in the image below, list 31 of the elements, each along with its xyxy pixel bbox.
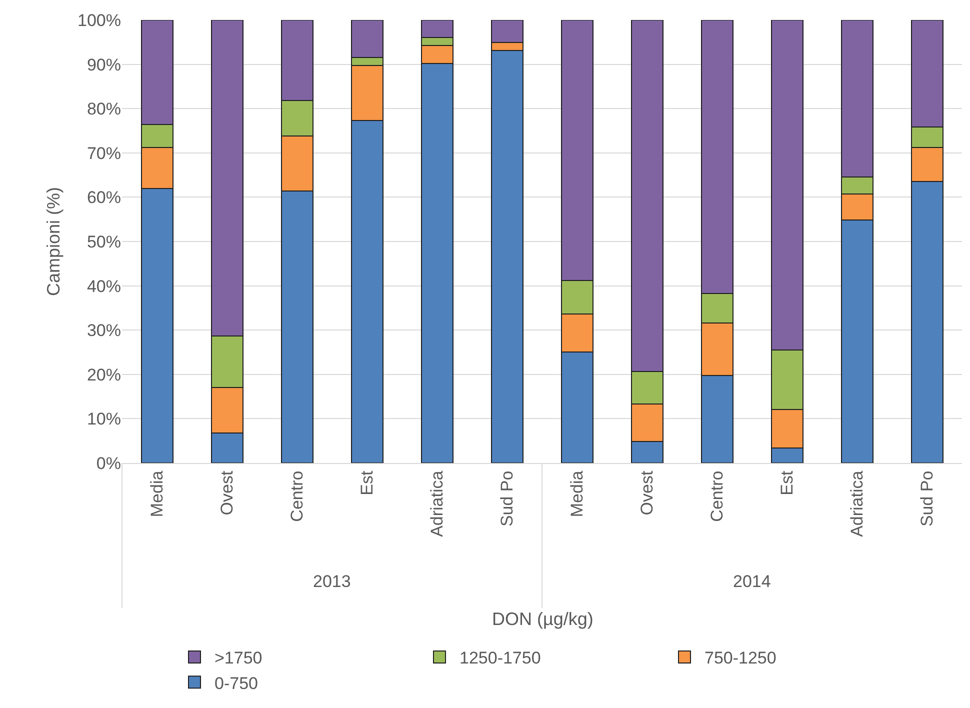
x-tick-label: Sud Po <box>498 470 517 527</box>
x-axis-title: DON (µg/kg) <box>492 609 594 629</box>
y-tick-label: 50% <box>86 232 121 252</box>
legend-label: 750-1250 <box>704 648 776 668</box>
y-tick-label: 60% <box>86 188 121 208</box>
y-axis-title: Campioni (%) <box>44 186 64 296</box>
x-tick-label: Media <box>148 470 167 518</box>
x-tick-label: Centro <box>288 470 307 522</box>
y-tick-label: 0% <box>96 454 121 473</box>
y-tick-label: 70% <box>86 144 121 163</box>
y-tick-label: 100% <box>78 10 121 30</box>
legend-label: >1750 <box>214 648 262 668</box>
x-tick-label: Ovest <box>638 470 657 516</box>
x-tick-label: Sud Po <box>918 470 937 527</box>
x-tick-label: Adriatica <box>428 470 447 537</box>
text: 2014 <box>733 572 771 591</box>
y-tick-label: 40% <box>86 276 121 296</box>
x-tick-label: Centro <box>708 470 727 522</box>
legend-label: 0-750 <box>214 674 258 693</box>
y-tick-label: 10% <box>86 410 121 429</box>
y-tick-label: 90% <box>86 55 121 74</box>
x-tick-label: Ovest <box>218 470 237 516</box>
x-tick-label: Adriatica <box>848 470 867 537</box>
y-tick-label: 20% <box>86 365 121 384</box>
x-tick-label: Est <box>778 470 797 496</box>
x-tick-label: Est <box>358 470 377 496</box>
y-tick-label: 80% <box>86 100 121 119</box>
y-tick-label: 30% <box>86 321 121 340</box>
x-tick-label: Media <box>568 470 587 518</box>
text: 2013 <box>313 572 351 591</box>
legend-label: 1250-1750 <box>460 648 541 668</box>
